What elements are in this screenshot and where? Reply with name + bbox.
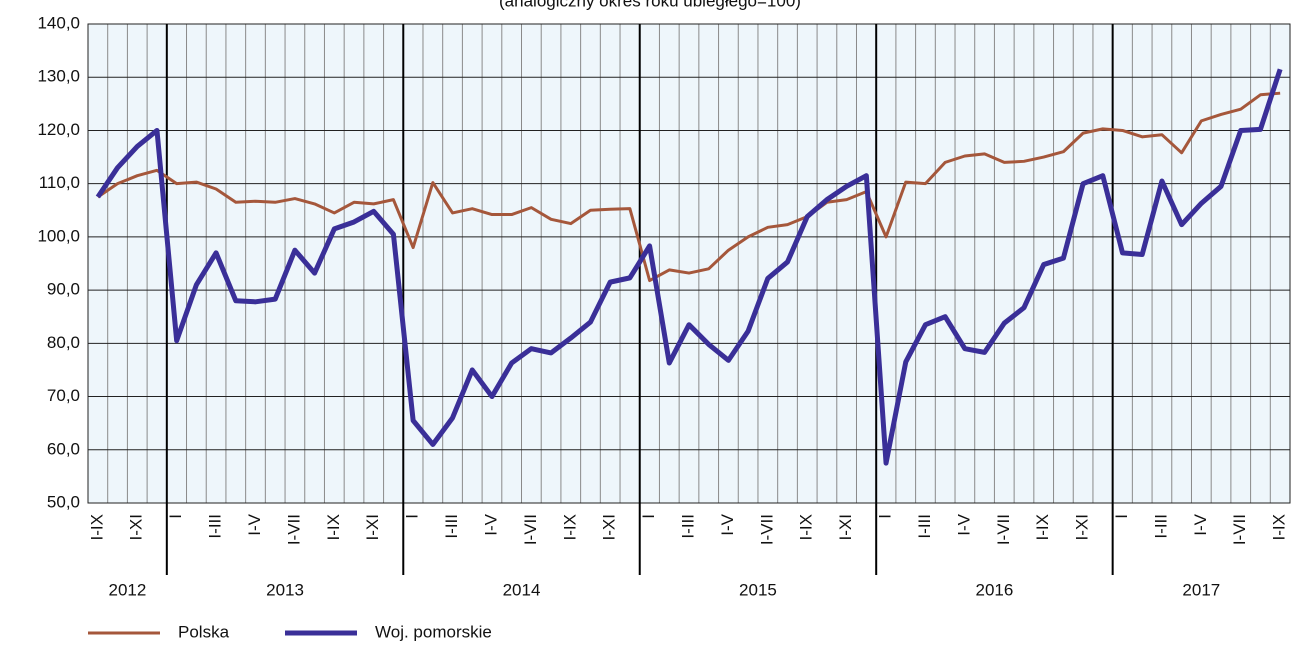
series-line	[97, 91, 1281, 283]
x-tick-label: I-V	[954, 513, 973, 535]
x-tick-label: I-XI	[1073, 514, 1092, 540]
x-tick-label: I-IX	[1033, 514, 1052, 540]
x-tick-label: I-XI	[600, 514, 619, 540]
x-tick-label: I	[403, 514, 422, 519]
year-label: 2016	[976, 580, 1014, 599]
x-tick-label: I	[876, 514, 895, 519]
x-tick-label: I-V	[481, 513, 500, 535]
x-tick-label: I-III	[915, 514, 934, 539]
y-tick-label: 90,0	[47, 280, 80, 299]
plot-background	[88, 24, 1290, 503]
x-tick-label: I-III	[442, 514, 461, 539]
x-tick-label: I	[1112, 514, 1131, 519]
year-label: 2013	[266, 580, 304, 599]
x-tick-label: I-VII	[1230, 514, 1249, 545]
plot-frame	[87, 23, 1291, 504]
y-tick-label: 70,0	[47, 386, 80, 405]
series-line	[95, 68, 1283, 466]
y-tick-label: 60,0	[47, 439, 80, 458]
year-label: 2015	[739, 580, 777, 599]
x-tick-label: I-VII	[757, 514, 776, 545]
y-tick-label: 140,0	[37, 13, 80, 32]
chart-title: (analogiczny okres roku ubiegłego=100)	[499, 0, 801, 10]
x-tick-label: I-VII	[521, 514, 540, 545]
y-tick-label: 120,0	[37, 120, 80, 139]
x-tick-label: I-IX	[560, 514, 579, 540]
legend-label: Woj. pomorskie	[375, 622, 492, 641]
y-tick-label: 80,0	[47, 333, 80, 352]
year-label: 2014	[503, 580, 541, 599]
x-tick-label: I-V	[245, 513, 264, 535]
x-tick-label: I-IX	[87, 514, 106, 540]
year-label: 2017	[1182, 580, 1220, 599]
x-tick-label: I-XI	[363, 514, 382, 540]
legend-label: Polska	[178, 622, 230, 641]
year-label: 2012	[108, 580, 146, 599]
x-tick-label: I-V	[718, 513, 737, 535]
x-tick-label: I-VII	[284, 514, 303, 545]
x-tick-label: I-V	[1191, 513, 1210, 535]
x-tick-label: I	[639, 514, 658, 519]
x-tick-label: I-XI	[127, 514, 146, 540]
x-tick-label: I-III	[206, 514, 225, 539]
x-tick-label: I-IX	[797, 514, 816, 540]
x-tick-label: I-III	[678, 514, 697, 539]
y-tick-label: 100,0	[37, 226, 80, 245]
x-tick-label: I	[166, 514, 185, 519]
y-tick-label: 50,0	[47, 492, 80, 511]
x-tick-label: I-XI	[836, 514, 855, 540]
y-tick-label: 110,0	[39, 173, 80, 192]
x-tick-label: I-IX	[1270, 514, 1289, 540]
x-tick-label: I-VII	[994, 514, 1013, 545]
y-tick-label: 130,0	[37, 67, 80, 86]
x-tick-label: I-III	[1151, 514, 1170, 539]
x-tick-label: I-IX	[324, 514, 343, 540]
